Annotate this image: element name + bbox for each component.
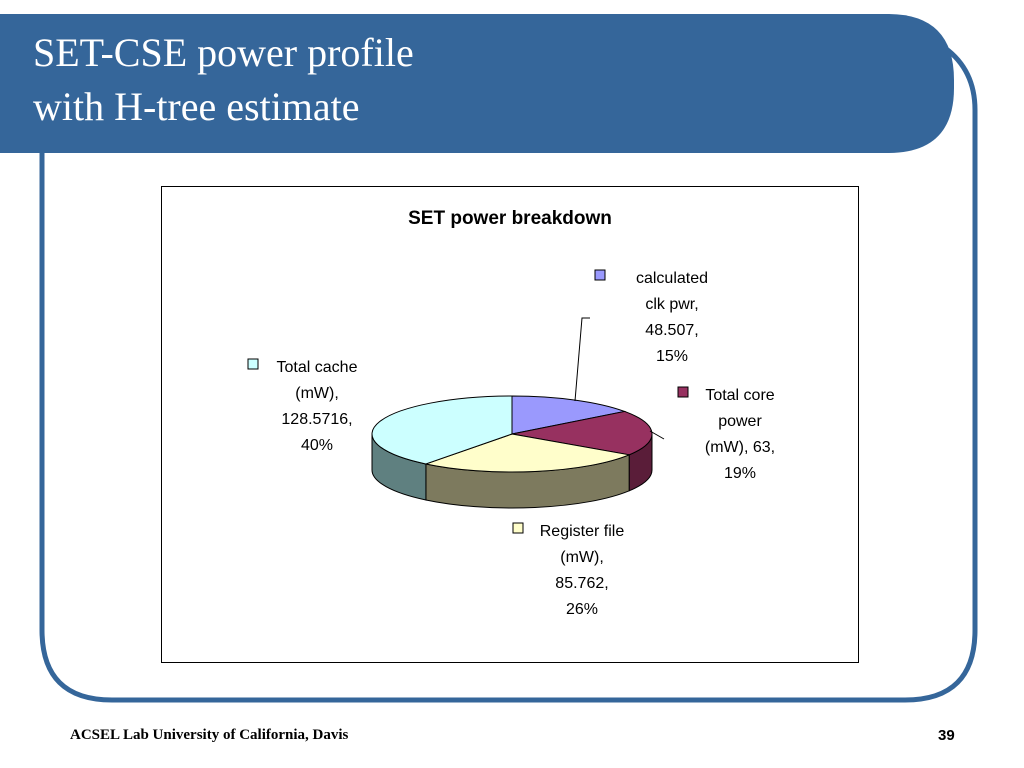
- page-title-line-2: with H-tree estimate: [33, 84, 360, 129]
- data-label-total-cache-mw: Total cache (mW), 128.5716, 40%: [277, 359, 358, 454]
- pie-slice-total-core-power-mw: [511, 410, 653, 456]
- content-frame: [39, 45, 978, 703]
- pie-slice-register-file-mw: [424, 433, 631, 473]
- title-banner: [0, 14, 954, 153]
- page-number: 39: [938, 727, 955, 744]
- leader-line-calculated-clk-pwr: [574, 317, 590, 402]
- legend-key-total-cache-mw: [247, 358, 259, 370]
- page-title-line-1: SET-CSE power profile: [33, 30, 414, 75]
- chart-title: SET power breakdown: [408, 208, 612, 229]
- data-label-calculated-clk-pwr: calculated clk pwr, 48.507, 15%: [636, 270, 708, 365]
- leader-line-total-core-power-mw: [649, 430, 665, 440]
- data-label-register-file-mw: Register file (mW), 85.762, 26%: [540, 523, 625, 618]
- legend-key-register-file-mw: [512, 522, 524, 534]
- chart-area: SET power breakdown calculated clk pwr, 48.…: [161, 186, 859, 663]
- legend-key-total-core-power-mw: [677, 386, 689, 398]
- pie-chart: SET power breakdown calculated clk pwr, 48.…: [247, 208, 775, 618]
- legend-key-calculated-clk-pwr: [594, 269, 606, 281]
- data-label-total-core-power-mw: Total core power (mW), 63, 19%: [705, 387, 775, 482]
- footer-text: ACSEL Lab University of California, Davi…: [70, 727, 349, 743]
- pie-slice-total-cache-mw: [371, 395, 513, 465]
